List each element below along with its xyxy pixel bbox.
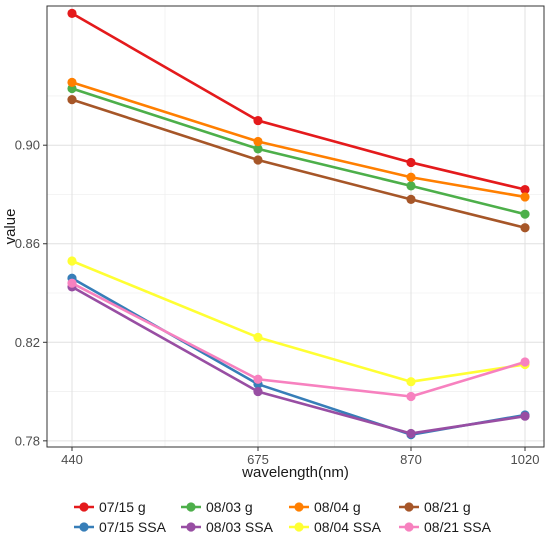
data-point xyxy=(406,172,416,182)
x-tick-label: 870 xyxy=(400,452,422,467)
data-point xyxy=(253,115,263,126)
legend-label: 08/04 g xyxy=(314,499,361,515)
y-axis-title: value xyxy=(2,209,19,245)
data-point xyxy=(406,428,416,439)
legend-label: 08/21 SSA xyxy=(424,519,492,535)
series-line xyxy=(71,87,526,216)
legend-item: 08/04 g xyxy=(289,499,361,515)
data-point xyxy=(67,8,77,18)
data-point xyxy=(406,194,416,204)
x-axis-title: wavelength(nm) xyxy=(241,464,349,481)
legend-label: 08/03 SSA xyxy=(206,519,274,535)
legend-label: 08/04 SSA xyxy=(314,519,382,535)
series-group xyxy=(67,8,530,440)
data-point xyxy=(406,391,416,402)
y-tick-label: 0.82 xyxy=(15,335,40,350)
series-line xyxy=(71,81,526,199)
data-point xyxy=(253,144,263,154)
y-tick-label: 0.78 xyxy=(15,433,40,448)
data-point xyxy=(520,357,530,367)
legend-item: 07/15 SSA xyxy=(74,519,167,535)
data-point xyxy=(406,157,416,168)
legend-item: 08/03 SSA xyxy=(181,519,274,535)
grid xyxy=(47,6,544,447)
legend-label: 07/15 g xyxy=(99,499,146,515)
x-tick-label: 675 xyxy=(247,452,269,467)
data-point xyxy=(67,77,77,87)
legend-item: 07/15 g xyxy=(74,499,146,515)
data-point xyxy=(67,278,77,288)
data-point xyxy=(406,181,416,191)
legend-label: 08/03 g xyxy=(206,499,253,515)
legend-item: 08/03 g xyxy=(181,499,253,515)
axes: 0.78 0.82 0.86 0.90 440 675 870 1020 xyxy=(15,138,540,467)
data-point xyxy=(520,223,530,233)
data-point xyxy=(520,184,530,195)
series-line xyxy=(71,277,526,436)
data-point xyxy=(253,386,263,397)
series-07-15-ssa xyxy=(67,273,530,440)
x-tick-label: 1020 xyxy=(511,452,540,467)
series-07-15-g xyxy=(67,8,530,195)
legend-item: 08/21 g xyxy=(399,499,471,515)
series-08-03-ssa xyxy=(67,282,530,439)
y-tick-label: 0.86 xyxy=(15,236,40,251)
legend: 07/15 g 08/03 g 08/04 g 08/21 g 07/15 SSA 08/… xyxy=(74,499,492,535)
series-line xyxy=(71,259,526,384)
series-line xyxy=(71,12,526,191)
data-point xyxy=(67,95,77,105)
data-point xyxy=(520,192,530,202)
legend-key-point xyxy=(294,502,304,512)
legend-key-point xyxy=(404,522,414,532)
y-tick-label: 0.90 xyxy=(15,138,40,153)
data-point xyxy=(253,374,263,384)
series-08-21-ssa xyxy=(67,278,530,402)
legend-label: 08/21 g xyxy=(424,499,471,515)
legend-key-point xyxy=(186,522,196,532)
series-08-04-g xyxy=(67,77,530,202)
data-point xyxy=(253,155,263,165)
series-line xyxy=(71,98,526,229)
legend-key-point xyxy=(79,522,89,532)
legend-key-point xyxy=(404,502,414,512)
series-08-21-g xyxy=(67,95,530,233)
series-line xyxy=(71,282,526,398)
plot-panel-border xyxy=(46,5,545,448)
legend-key-point xyxy=(294,522,304,532)
series-08-04-ssa xyxy=(67,256,530,387)
x-tick-label: 440 xyxy=(61,452,83,467)
legend-item: 08/04 SSA xyxy=(289,519,382,535)
legend-key-point xyxy=(186,502,196,512)
data-point xyxy=(520,411,530,421)
data-point xyxy=(520,209,530,219)
data-point xyxy=(253,332,263,342)
data-point xyxy=(406,377,416,387)
data-point xyxy=(67,256,77,266)
legend-item: 08/21 SSA xyxy=(399,519,492,535)
series-line xyxy=(71,285,526,435)
data-point xyxy=(253,136,263,147)
legend-label: 07/15 SSA xyxy=(99,519,167,535)
legend-key-point xyxy=(79,502,89,512)
